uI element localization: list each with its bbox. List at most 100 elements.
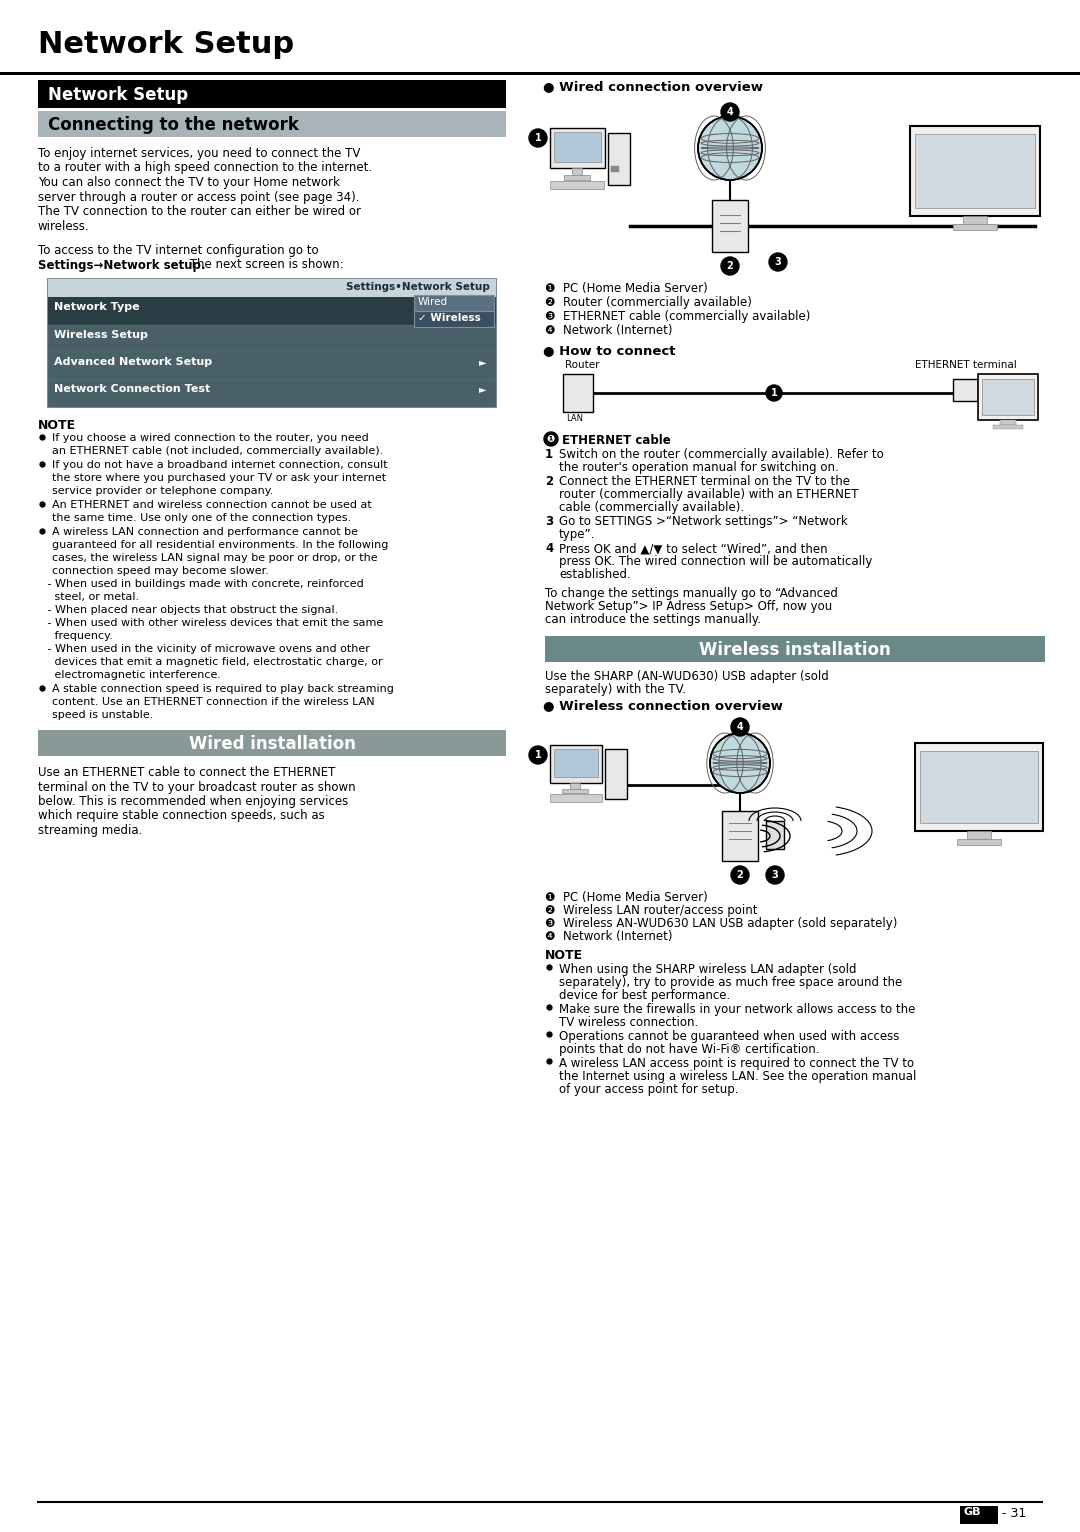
Text: ❶  PC (Home Media Server): ❶ PC (Home Media Server) [545, 282, 707, 296]
Text: device for best performance.: device for best performance. [559, 990, 730, 1002]
Bar [1000, 420, 1016, 424]
Text: connection speed may become slower.: connection speed may become slower. [52, 565, 269, 576]
Text: ETHERNET terminal: ETHERNET terminal [915, 360, 1016, 371]
Text: ● Wired connection overview: ● Wired connection overview [543, 80, 762, 93]
Circle shape [731, 866, 750, 884]
Text: Wireless installation: Wireless installation [699, 640, 891, 659]
Text: 1: 1 [545, 447, 553, 461]
Text: terminal on the TV to your broadcast router as shown: terminal on the TV to your broadcast rou… [38, 780, 355, 794]
Bar [414, 311, 494, 326]
Text: the router's operation manual for switching on.: the router's operation manual for switch… [559, 461, 839, 473]
Bar [48, 325, 496, 352]
Bar [608, 133, 630, 185]
Text: Make sure the firewalls in your network allows access to the: Make sure the firewalls in your network … [559, 1003, 916, 1016]
Circle shape [766, 385, 782, 401]
Text: an ETHERNET cable (not included, commercially available).: an ETHERNET cable (not included, commerc… [52, 446, 383, 457]
Text: ● Wireless connection overview: ● Wireless connection overview [543, 699, 783, 712]
Text: cases, the wireless LAN signal may be poor or drop, or the: cases, the wireless LAN signal may be po… [52, 553, 378, 562]
Bar [550, 129, 605, 169]
Text: GB: GB [964, 1507, 982, 1517]
Text: Connect the ETHERNET terminal on the TV to the: Connect the ETHERNET terminal on the TV … [559, 475, 850, 489]
Text: Settings•Network Setup: Settings•Network Setup [346, 282, 490, 293]
Text: You can also connect the TV to your Home network: You can also connect the TV to your Home… [38, 176, 340, 188]
Text: To access to the TV internet configuration go to: To access to the TV internet configurati… [38, 244, 319, 257]
Text: 3: 3 [545, 515, 553, 529]
Circle shape [544, 432, 558, 446]
Bar [38, 110, 507, 136]
Text: ❸  Wireless AN-WUD630 LAN USB adapter (sold separately): ❸ Wireless AN-WUD630 LAN USB adapter (so… [545, 918, 897, 930]
Text: type”.: type”. [559, 529, 595, 541]
Text: - When placed near objects that obstruct the signal.: - When placed near objects that obstruct… [44, 605, 338, 614]
Text: devices that emit a magnetic field, electrostatic charge, or: devices that emit a magnetic field, elec… [44, 657, 382, 666]
Circle shape [769, 253, 787, 271]
Bar [0, 72, 1080, 75]
Text: guaranteed for all residential environments. In the following: guaranteed for all residential environme… [52, 539, 389, 550]
Bar [915, 743, 1043, 830]
Text: ❹  Network (Internet): ❹ Network (Internet) [545, 930, 673, 944]
Bar [978, 374, 1038, 420]
Bar [38, 731, 507, 755]
Bar [967, 830, 991, 840]
Text: ❷  Wireless LAN router/access point: ❷ Wireless LAN router/access point [545, 904, 757, 918]
Bar [563, 374, 593, 412]
Text: 1: 1 [535, 751, 541, 760]
Bar [605, 749, 627, 800]
Bar [38, 80, 507, 107]
Text: A wireless LAN access point is required to connect the TV to: A wireless LAN access point is required … [559, 1057, 914, 1069]
Bar [712, 201, 748, 251]
Bar [953, 224, 997, 230]
Text: Network Type: Network Type [54, 302, 139, 313]
Text: service provider or telephone company.: service provider or telephone company. [52, 486, 273, 496]
Text: Wireless Setup: Wireless Setup [54, 329, 148, 340]
Text: LAN: LAN [566, 414, 583, 423]
Text: press OK. The wired connection will be automatically: press OK. The wired connection will be a… [559, 555, 873, 568]
Text: points that do not have Wi-Fi® certification.: points that do not have Wi-Fi® certifica… [559, 1043, 820, 1056]
Text: - When used in buildings made with concrete, reinforced: - When used in buildings made with concr… [44, 579, 364, 588]
Bar [550, 794, 602, 801]
Bar [414, 296, 494, 311]
Bar [963, 216, 987, 224]
Text: frequency.: frequency. [44, 631, 112, 640]
Text: 4: 4 [545, 542, 553, 555]
Bar [48, 380, 496, 408]
Text: ❶: ❶ [546, 434, 555, 444]
Text: which require stable connection speeds, such as: which require stable connection speeds, … [38, 809, 325, 823]
Circle shape [529, 129, 546, 147]
Text: 4: 4 [737, 722, 743, 732]
Text: NOTE: NOTE [545, 948, 583, 962]
Text: Settings→Network setup.: Settings→Network setup. [38, 259, 205, 271]
Text: If you choose a wired connection to the router, you need: If you choose a wired connection to the … [52, 434, 368, 443]
Text: ● How to connect: ● How to connect [543, 345, 675, 357]
Text: 2: 2 [727, 260, 733, 271]
Text: To change the settings manually go to “Advanced: To change the settings manually go to “A… [545, 587, 838, 601]
Bar [957, 840, 1001, 846]
Text: ►: ► [478, 357, 486, 368]
Text: server through a router or access point (see page 34).: server through a router or access point … [38, 190, 360, 204]
Bar [570, 783, 580, 789]
Text: An ETHERNET and wireless connection cannot be used at: An ETHERNET and wireless connection cann… [52, 499, 372, 510]
Text: 1: 1 [535, 133, 541, 142]
Text: Go to SETTINGS >“Network settings”> “Network: Go to SETTINGS >“Network settings”> “Net… [559, 515, 848, 529]
Text: Switch on the router (commercially available). Refer to: Switch on the router (commercially avail… [559, 447, 883, 461]
Text: TV wireless connection.: TV wireless connection. [559, 1016, 699, 1030]
Text: 4: 4 [727, 107, 733, 116]
Bar [953, 378, 978, 401]
Text: streaming media.: streaming media. [38, 824, 143, 836]
Text: Wired installation: Wired installation [189, 735, 355, 754]
Text: wireless.: wireless. [38, 219, 90, 233]
Bar [550, 181, 604, 188]
Text: 3: 3 [774, 257, 781, 267]
Bar [920, 751, 1038, 823]
Text: The next screen is shown:: The next screen is shown: [186, 259, 343, 271]
Bar [982, 378, 1034, 415]
Text: - When used with other wireless devices that emit the same: - When used with other wireless devices … [44, 617, 383, 628]
Bar [910, 126, 1040, 216]
Text: separately) with the TV.: separately) with the TV. [545, 683, 686, 696]
Bar [48, 279, 496, 297]
Bar [545, 636, 1045, 662]
Text: electromagnetic interference.: electromagnetic interference. [44, 669, 221, 680]
Circle shape [721, 257, 739, 276]
Text: 2: 2 [545, 475, 553, 489]
Text: ETHERNET cable: ETHERNET cable [562, 434, 671, 447]
Text: If you do not have a broadband internet connection, consult: If you do not have a broadband internet … [52, 460, 388, 470]
